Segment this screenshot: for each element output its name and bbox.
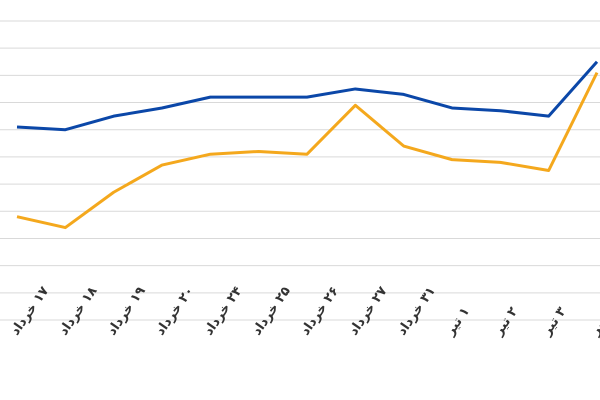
x-tick-label: ۲۷ خرداد	[346, 284, 390, 338]
x-tick-label: ۱۹ خرداد	[105, 284, 149, 338]
x-tick-label: ۵ تیر	[587, 304, 600, 339]
x-tick-label: ۱۸ خرداد	[56, 284, 100, 338]
x-tick-label: ۲۶ خرداد	[298, 284, 342, 338]
x-tick-label: ۳ تیر	[539, 304, 570, 339]
series-line	[16, 71, 599, 230]
x-tick-label: ۱۷ خرداد	[8, 284, 52, 338]
x-tick-label: ۱ تیر	[442, 305, 472, 340]
x-tick-label: ۳۱ خرداد	[395, 284, 439, 338]
x-tick-label: ۲۰ خرداد	[153, 284, 197, 338]
x-tick-label: ۲۴ خرداد	[201, 284, 245, 338]
series-line	[16, 60, 599, 132]
x-tick-label: ۲ تیر	[491, 304, 522, 339]
x-tick-label: ۲۵ خرداد	[250, 284, 294, 338]
